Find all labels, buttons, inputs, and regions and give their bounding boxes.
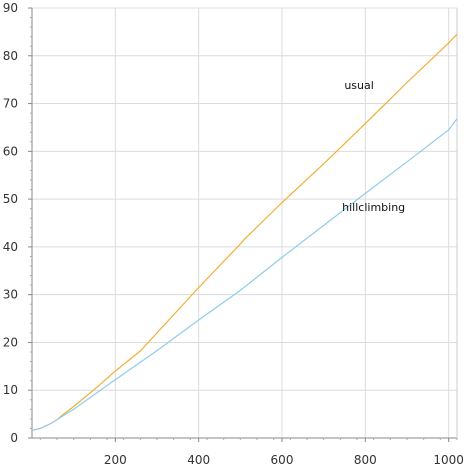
y-tick-label: 20	[3, 335, 18, 349]
grid-lines	[32, 7, 457, 439]
x-tick-label: 1000	[433, 453, 464, 467]
y-tick-label: 0	[10, 431, 18, 445]
series-line-hillclimbing	[31, 118, 458, 431]
x-axis-ticks: 200 400 600 800 1000	[39, 438, 464, 467]
y-tick-label: 90	[3, 1, 18, 15]
y-tick-label: 80	[3, 49, 18, 63]
x-tick-label: 200	[104, 453, 127, 467]
y-tick-label: 10	[3, 383, 18, 397]
x-tick-label: 400	[187, 453, 210, 467]
series-line-usual	[31, 33, 458, 431]
y-tick-label: 30	[3, 288, 18, 302]
series-label-usual: usual	[344, 79, 373, 92]
x-tick-label: 600	[271, 453, 294, 467]
y-tick-label: 60	[3, 144, 18, 158]
series-labels: usual hillclimbing	[342, 79, 405, 214]
y-tick-label: 40	[3, 240, 18, 254]
y-tick-label: 50	[3, 192, 18, 206]
series-lines	[31, 33, 458, 431]
y-axis-ticks: 0 10 20 30 40 50 60 70 80 90	[3, 1, 32, 445]
x-tick-label: 800	[354, 453, 377, 467]
axes	[31, 8, 458, 439]
series-label-hillclimbing: hillclimbing	[342, 201, 405, 214]
y-tick-label: 70	[3, 97, 18, 111]
